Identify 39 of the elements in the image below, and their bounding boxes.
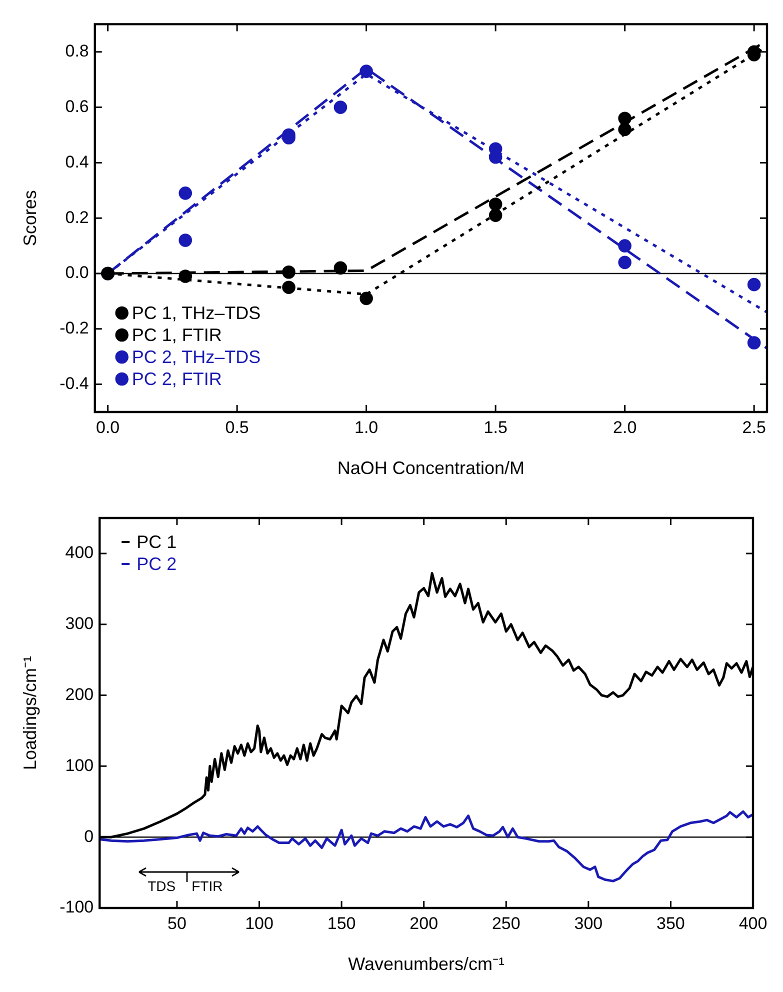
annotation: TDS	[148, 878, 176, 894]
y-tick-label: 0	[84, 826, 94, 846]
y-tick-label: -0.2	[60, 318, 89, 338]
y-tick-label: 0.4	[65, 152, 89, 172]
y-tick-label: 0.6	[65, 96, 89, 116]
legend-label: PC 2, THz–TDS	[132, 346, 261, 367]
x-tick-label: 100	[245, 914, 274, 933]
x-tick-label: 1.5	[484, 418, 508, 437]
y-tick-label: 200	[65, 684, 94, 704]
x-tick-label: 1.0	[354, 418, 378, 437]
x-axis-title: NaOH Concentration/M	[337, 458, 524, 478]
y-axis-title: Loadings/cm⁻¹	[20, 656, 40, 770]
y-tick-label: 0.0	[65, 263, 89, 282]
x-axis-title: Wavenumbers/cm⁻¹	[348, 954, 504, 974]
y-axis-title: Scores	[20, 190, 40, 246]
x-tick-label: 300	[574, 914, 603, 933]
x-tick-label: 2.5	[742, 418, 766, 437]
y-tick-label: -100	[60, 898, 94, 917]
legend-label: PC 1, THz–TDS	[132, 302, 261, 323]
x-tick-label: 200	[410, 914, 438, 933]
legend-label: PC 1, FTIR	[132, 324, 222, 345]
x-tick-label: 0.0	[96, 418, 120, 437]
x-tick-label: 150	[327, 914, 356, 933]
x-tick-label: 250	[492, 914, 520, 933]
y-tick-label: 0.2	[65, 208, 89, 227]
legend-label: PC 2	[136, 554, 177, 574]
y-tick-label: 0.8	[65, 42, 89, 61]
y-tick-label: 300	[65, 614, 94, 634]
annotation: FTIR	[192, 878, 223, 894]
x-tick-label: 2.0	[613, 418, 637, 437]
x-tick-label: 0.5	[225, 418, 249, 437]
legend-label: PC 1	[136, 532, 177, 552]
x-tick-label: 50	[168, 914, 186, 933]
y-tick-label: 100	[65, 756, 94, 775]
y-tick-label: -0.4	[60, 374, 89, 393]
y-tick-label: 400	[65, 543, 94, 562]
x-tick-label: 400	[738, 914, 768, 933]
x-tick-label: 350	[656, 914, 685, 933]
legend-label: PC 2, FTIR	[132, 368, 222, 389]
